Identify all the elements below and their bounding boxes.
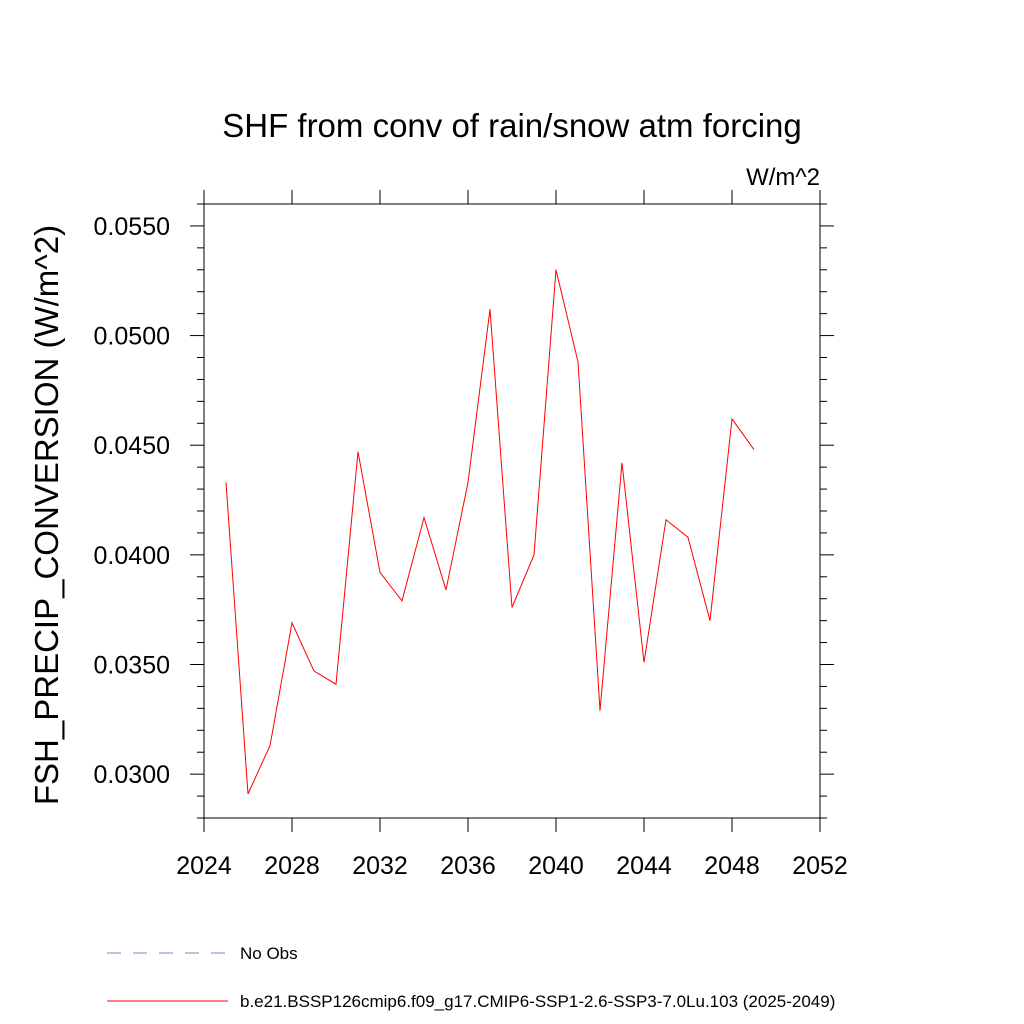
x-tick-label: 2036 [440,852,496,880]
y-tick-label: 0.0550 [94,213,170,241]
series-line-0 [225,269,755,795]
tick-labels: 2024 2028 2032 2036 2040 2044 2048 2052 0.0300 0.… [94,213,848,880]
chart-title: SHF from conv of rain/snow atm forcing [222,107,802,144]
x-tick-label: 2048 [704,852,760,880]
x-tick-label: 2040 [528,852,584,880]
legend-label: b.e21.BSSP126cmip6.f09_g17.CMIP6-SSP1-2.… [240,992,835,1011]
axis-ticks [190,190,834,832]
x-tick-label: 2044 [616,852,672,880]
plot-frame [203,203,821,819]
y-tick-label: 0.0500 [94,323,170,351]
series-group [225,269,755,795]
y-tick-label: 0.0450 [94,432,170,460]
y-tick-label: 0.0300 [94,761,170,789]
legend-label: No Obs [240,944,298,963]
y-tick-label: 0.0350 [94,652,170,680]
legend: No Obs b.e21.BSSP126cmip6.f09_g17.CMIP6-S… [107,944,835,1011]
y-tick-label: 0.0400 [94,542,170,570]
x-tick-label: 2028 [264,852,320,880]
x-tick-label: 2024 [176,852,232,880]
x-tick-label: 2032 [352,852,408,880]
units-label: W/m^2 [746,164,820,191]
y-axis-label: FSH_PRECIP_CONVERSION (W/m^2) [28,225,65,805]
x-tick-label: 2052 [792,852,848,880]
